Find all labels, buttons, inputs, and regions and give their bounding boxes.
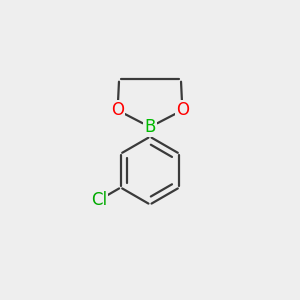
Text: O: O (111, 101, 124, 119)
Text: B: B (144, 118, 156, 136)
Text: Cl: Cl (91, 191, 107, 209)
Text: O: O (176, 101, 189, 119)
